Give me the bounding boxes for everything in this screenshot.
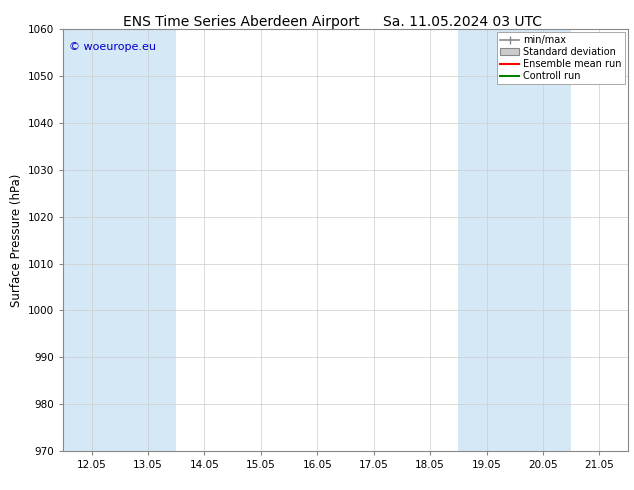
Text: © woeurope.eu: © woeurope.eu — [69, 42, 156, 52]
Bar — [628, 29, 634, 451]
Bar — [63, 29, 176, 451]
Y-axis label: Surface Pressure (hPa): Surface Pressure (hPa) — [10, 173, 23, 307]
Bar — [458, 29, 571, 451]
Text: ENS Time Series Aberdeen Airport: ENS Time Series Aberdeen Airport — [122, 15, 359, 29]
Text: Sa. 11.05.2024 03 UTC: Sa. 11.05.2024 03 UTC — [384, 15, 542, 29]
Legend: min/max, Standard deviation, Ensemble mean run, Controll run: min/max, Standard deviation, Ensemble me… — [497, 32, 624, 84]
